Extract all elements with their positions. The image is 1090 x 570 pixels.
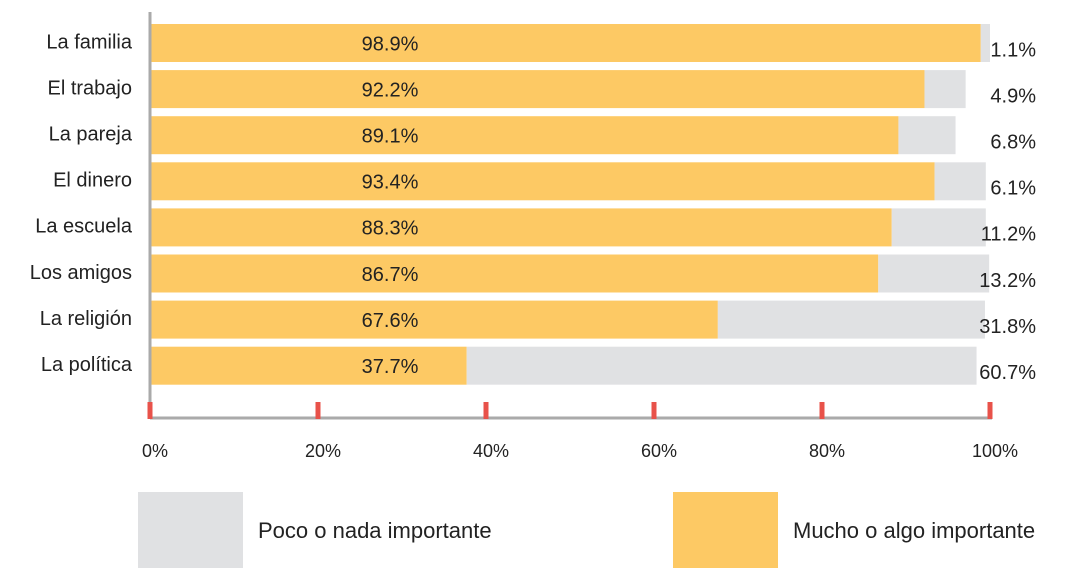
bar-segment (878, 254, 990, 293)
bar-segment (150, 70, 925, 109)
data-label: 6.8% (990, 131, 1036, 153)
bar-segment (150, 346, 467, 385)
legend-swatch (138, 492, 243, 568)
bar-segment (150, 300, 718, 339)
data-label: 6.1% (990, 178, 1036, 200)
legend-label: Mucho o algo importante (793, 518, 1035, 543)
data-label: 86.7% (362, 264, 419, 286)
x-tick-label: 80% (809, 441, 845, 461)
bar-segment (924, 70, 966, 109)
bar-segment (150, 162, 935, 201)
bar-segment (150, 24, 981, 62)
legend-swatch (673, 492, 778, 568)
x-tick-label: 40% (473, 441, 509, 461)
y-tick-label: La escuela (35, 216, 133, 238)
x-tick-label: 0% (142, 441, 168, 461)
y-tick-label: La religión (40, 308, 132, 330)
x-tick-label: 100% (972, 441, 1018, 461)
data-label: 98.9% (362, 33, 419, 55)
bar-segment (717, 300, 985, 339)
bar-segment (980, 24, 990, 62)
data-label: 4.9% (990, 85, 1036, 107)
data-label: 13.2% (979, 270, 1036, 292)
y-tick-label: La pareja (49, 123, 133, 145)
bar-segment (466, 346, 977, 385)
data-label: 93.4% (362, 172, 419, 194)
data-label: 31.8% (979, 316, 1036, 338)
bar-segment (150, 254, 879, 293)
bar-segment (891, 208, 986, 247)
data-label: 89.1% (362, 125, 419, 147)
data-label: 11.2% (981, 224, 1036, 246)
x-tick-label: 20% (305, 441, 341, 461)
data-label: 60.7% (979, 362, 1036, 384)
data-label: 37.7% (362, 356, 419, 378)
bar-segment (150, 116, 899, 155)
y-tick-label: El trabajo (48, 77, 133, 99)
data-label: 92.2% (362, 79, 419, 101)
x-tick-label: 60% (641, 441, 677, 461)
bar-segment (898, 116, 956, 155)
y-tick-label: El dinero (53, 170, 132, 192)
y-tick-label: La familia (46, 31, 132, 53)
data-label: 1.1% (990, 39, 1036, 61)
data-label: 67.6% (362, 310, 419, 332)
legend-label: Poco o nada importante (258, 518, 492, 543)
y-tick-label: Los amigos (30, 262, 132, 284)
y-tick-label: La política (41, 354, 133, 376)
data-label: 88.3% (362, 218, 419, 240)
bar-segment (150, 208, 892, 247)
bar-segment (934, 162, 986, 201)
